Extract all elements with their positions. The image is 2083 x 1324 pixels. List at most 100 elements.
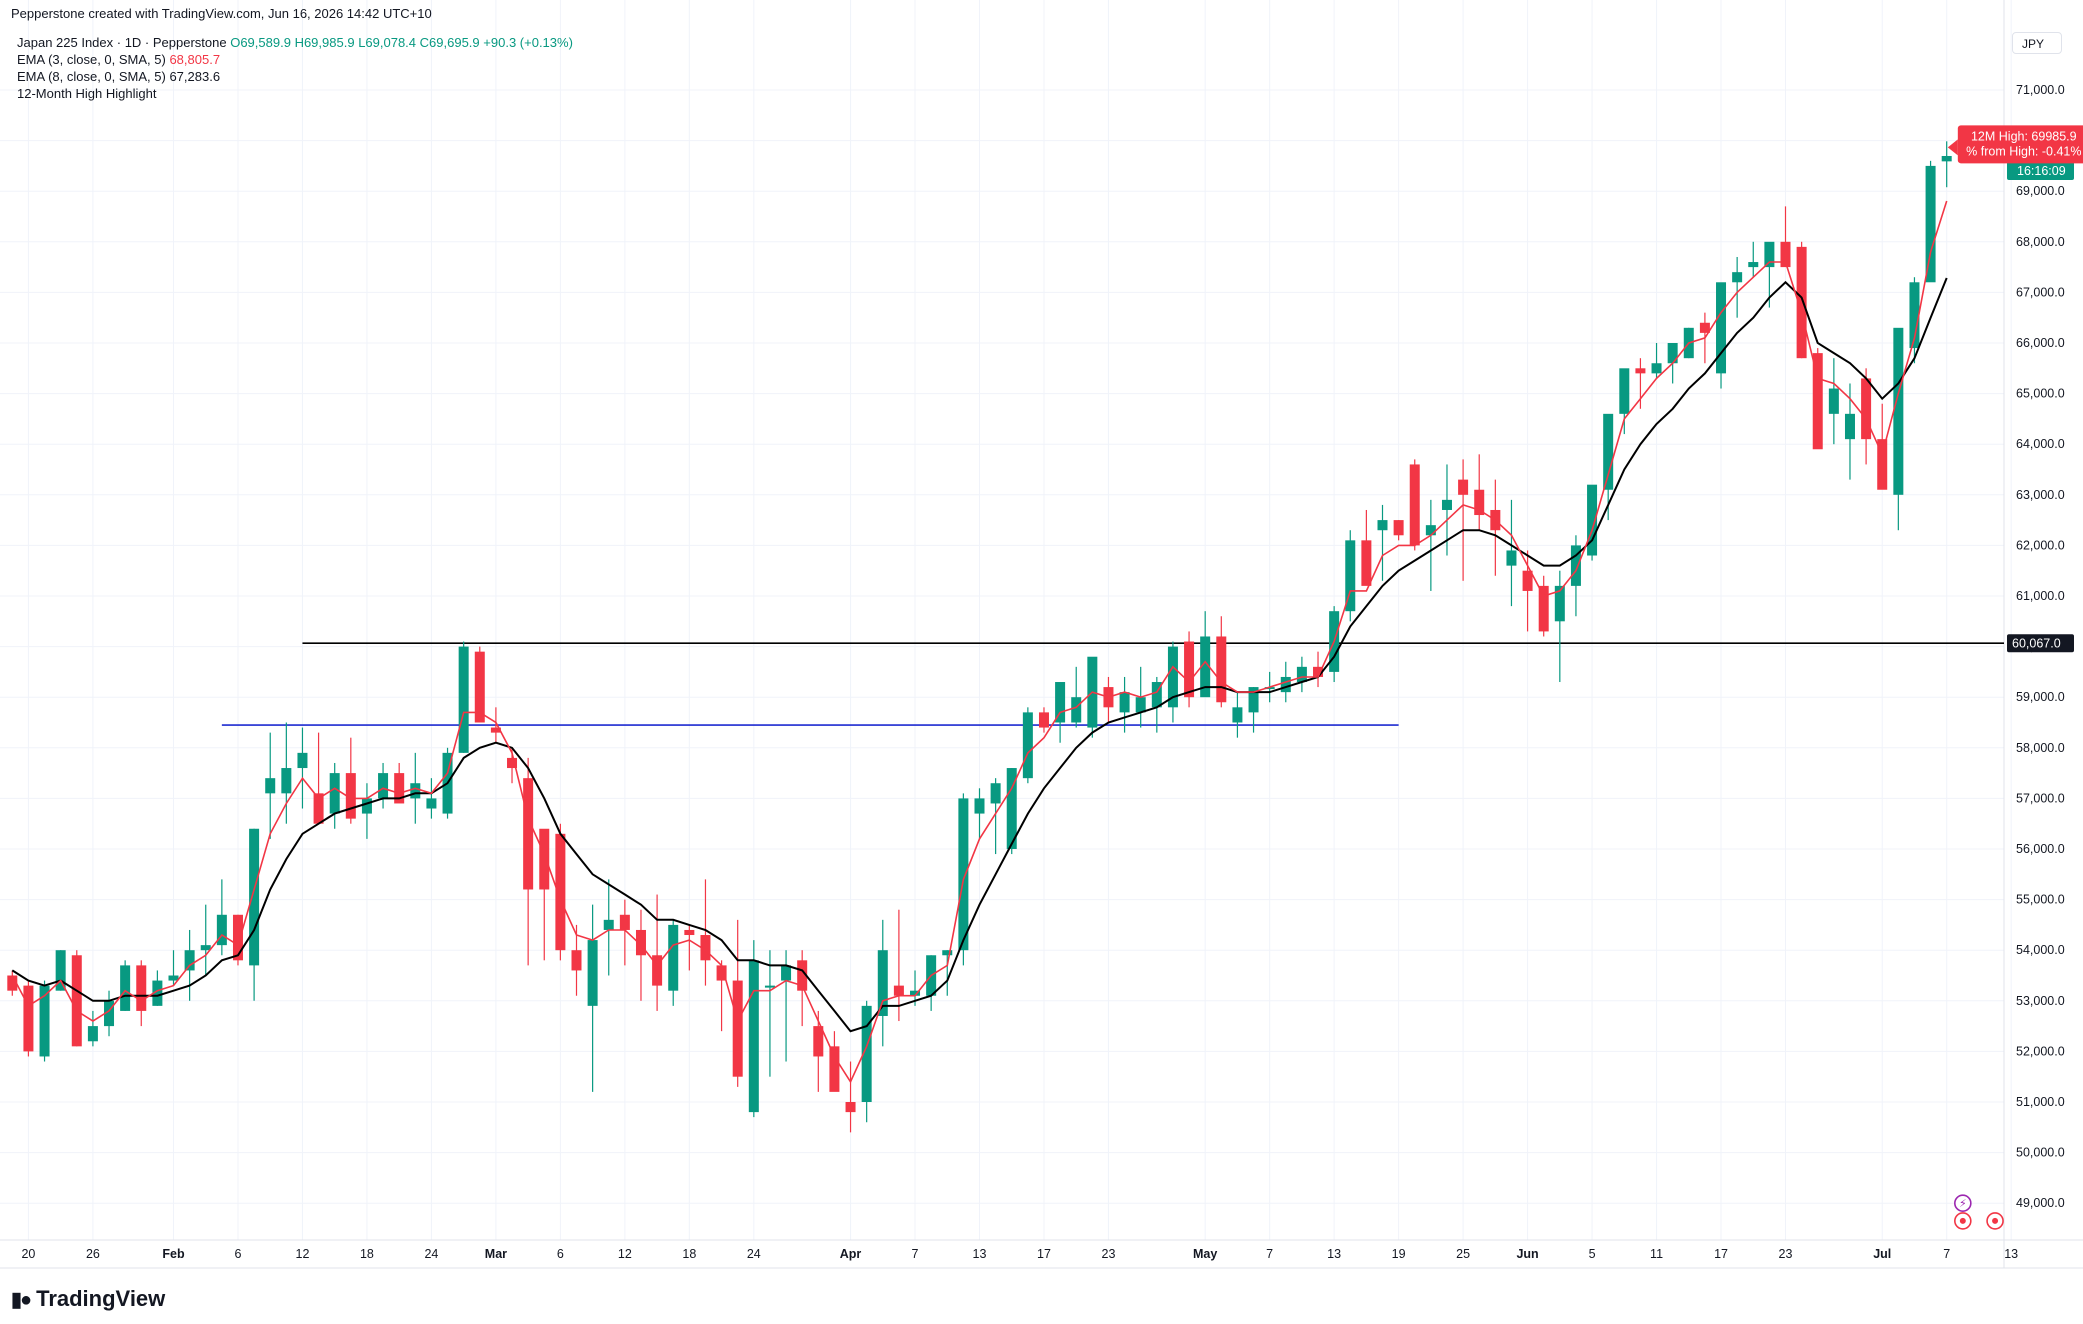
candle-body xyxy=(910,990,921,996)
candle-body xyxy=(232,914,243,961)
symbol-name: Japan 225 Index · 1D · Pepperstone xyxy=(17,35,227,50)
candle-body xyxy=(1345,540,1356,612)
candle-body xyxy=(684,929,695,936)
brand-name: TradingView xyxy=(36,1286,166,1311)
candle-body xyxy=(1200,636,1211,698)
price-tick-label: 55,000.0 xyxy=(2016,893,2065,907)
candle-body xyxy=(1184,641,1195,698)
candle-body xyxy=(1071,697,1082,723)
time-tick-label: 18 xyxy=(360,1247,374,1261)
time-tick-label: 24 xyxy=(424,1247,438,1261)
high-callout-pointer xyxy=(1947,139,1958,156)
candle-body xyxy=(23,985,34,1052)
event-markers[interactable]: ⚡ xyxy=(1954,1194,2004,1230)
candle-body xyxy=(507,757,518,769)
ohlc-open: O69,589.9 xyxy=(230,35,291,50)
time-tick-label: 13 xyxy=(1327,1247,1341,1261)
candle-body xyxy=(297,752,308,769)
candle-body xyxy=(539,828,550,890)
ema3-line xyxy=(11,200,1948,1084)
time-tick-label: 12 xyxy=(618,1247,632,1261)
time-tick-label: 13 xyxy=(973,1247,987,1261)
candle-body xyxy=(635,929,646,956)
resistance-price-tag xyxy=(2007,634,2074,653)
price-tick-label: 54,000.0 xyxy=(2016,943,2065,957)
high-callout-line1: 12M High: 69985.9 xyxy=(1971,129,2077,143)
candle-body xyxy=(1844,413,1855,440)
ema3-legend-row[interactable]: EMA (3, close, 0, SMA, 5) 68,805.7 xyxy=(17,51,573,68)
candle-body xyxy=(1732,272,1743,283)
candle-body xyxy=(619,914,630,930)
price-tick-label: 49,000.0 xyxy=(2016,1196,2065,1210)
candle-body xyxy=(990,783,1001,804)
candle-body xyxy=(458,646,469,753)
time-tick-label: 6 xyxy=(235,1247,242,1261)
ohlc-high: H69,985.9 xyxy=(294,35,355,50)
price-tick-label: 69,000.0 xyxy=(2016,184,2065,198)
symbol-legend-row[interactable]: Japan 225 Index · 1D · Pepperstone O69,5… xyxy=(17,34,573,51)
candle-body xyxy=(1313,666,1324,677)
ohlc-change: +90.3 (+0.13%) xyxy=(483,35,573,50)
price-tick-label: 57,000.0 xyxy=(2016,791,2065,805)
candle-body xyxy=(216,914,227,946)
candle-body xyxy=(1425,525,1436,536)
time-tick-label: 13 xyxy=(2004,1247,2018,1261)
time-axis[interactable]: 20 26 Feb 6 12 18 24 Mar 6 12 18 24 Apr 7 13 17 23 May 7 13… xyxy=(21,1247,2018,1261)
candle-body xyxy=(281,768,292,794)
candle-body xyxy=(136,965,147,1011)
time-tick-label: Mar xyxy=(485,1247,507,1261)
candle-body xyxy=(523,778,534,890)
candle-body xyxy=(1216,636,1227,703)
candle-body xyxy=(1667,343,1678,364)
candle-body xyxy=(974,798,985,814)
ema8-label: EMA (8, close, 0, SMA, 5) xyxy=(17,69,166,84)
candle-body xyxy=(410,783,421,799)
candle-body xyxy=(1393,520,1404,536)
candle-body xyxy=(1828,388,1839,414)
time-tick-label: 20 xyxy=(21,1247,35,1261)
price-tick-label: 53,000.0 xyxy=(2016,994,2065,1008)
candle-body xyxy=(555,833,566,951)
currency-selector[interactable]: JPY xyxy=(2012,32,2062,54)
time-tick-label: 24 xyxy=(747,1247,761,1261)
ema8-legend-row[interactable]: EMA (8, close, 0, SMA, 5) 67,283.6 xyxy=(17,68,573,85)
candle-body xyxy=(1925,165,1936,283)
time-tick-label: 12 xyxy=(296,1247,310,1261)
candle-body xyxy=(1635,368,1646,374)
countdown-label: 16:16:09 xyxy=(2017,164,2066,178)
candle-body xyxy=(120,965,131,1011)
candle-body xyxy=(200,945,211,951)
candle-body xyxy=(1055,682,1066,723)
price-tick-label: 67,000.0 xyxy=(2016,285,2065,299)
candle-body xyxy=(184,950,195,971)
candle-body xyxy=(732,980,743,1077)
time-tick-label: Apr xyxy=(840,1247,862,1261)
price-tick-label: 62,000.0 xyxy=(2016,538,2065,552)
candle-body xyxy=(1587,484,1598,556)
candle-body xyxy=(716,965,727,981)
price-tick-label: 63,000.0 xyxy=(2016,488,2065,502)
candle-body xyxy=(1538,585,1549,632)
candle-body xyxy=(877,950,888,1016)
indicator-legend-row[interactable]: 12-Month High Highlight xyxy=(17,85,573,102)
time-tick-label: 25 xyxy=(1456,1247,1470,1261)
candle-body xyxy=(1764,241,1775,268)
tradingview-logo-icon: ▮● xyxy=(11,1288,32,1311)
candle-body xyxy=(1264,687,1275,690)
indicator-label: 12-Month High Highlight xyxy=(17,86,157,101)
candle-body xyxy=(1458,479,1469,495)
candle-body xyxy=(1570,545,1581,586)
tradingview-brand[interactable]: ▮● TradingView xyxy=(11,1286,165,1312)
price-axis[interactable]: 49,000.0 50,000.0 51,000.0 52,000.0 53,000.0… xyxy=(2016,83,2065,1210)
candle-body xyxy=(1780,241,1791,268)
candle-body xyxy=(345,773,356,819)
candle-body xyxy=(104,1000,115,1027)
candle-body xyxy=(265,778,276,794)
ohlc-low: L69,078.4 xyxy=(358,35,417,50)
candle-body xyxy=(1280,676,1291,693)
event-bolt-icon[interactable] xyxy=(1954,1194,1972,1212)
horizontal-lines[interactable] xyxy=(221,642,2004,726)
time-tick-label: 6 xyxy=(557,1247,564,1261)
